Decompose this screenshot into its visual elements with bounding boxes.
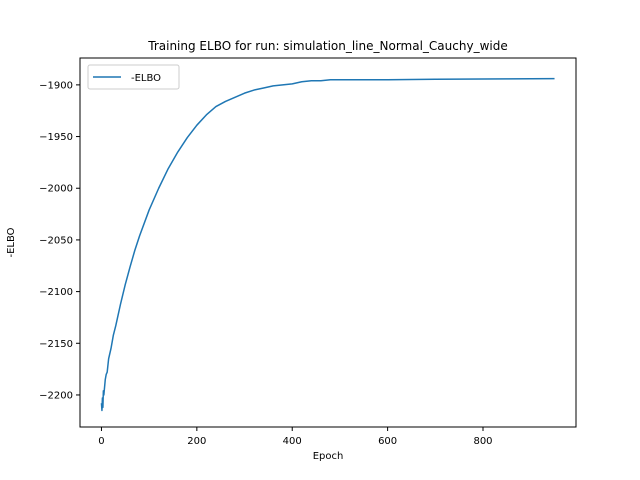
legend-entry: -ELBO [131, 73, 161, 84]
y-tick-label: −1950 [39, 132, 73, 143]
legend: -ELBO [87, 64, 180, 90]
y-tick-label: −2050 [39, 235, 73, 246]
y-axis-label: -ELBO [6, 227, 17, 257]
y-tick-label: −2150 [39, 339, 73, 350]
x-axis: 0 200 400 600 800 [98, 427, 493, 447]
y-tick-label: −2200 [39, 390, 73, 401]
chart-title: Training ELBO for run: simulation_line_N… [147, 39, 507, 53]
plot-layer [100, 77, 555, 412]
x-tick-label: 200 [187, 436, 206, 447]
x-tick-label: 600 [378, 436, 397, 447]
y-axis: −2200 −2150 −2100 −2050 −2000 −1950 −1900 [39, 80, 80, 401]
x-tick-label: 800 [473, 436, 492, 447]
x-tick-label: 0 [98, 436, 104, 447]
axes-frame [79, 57, 577, 428]
y-tick-label: −1900 [39, 80, 73, 91]
y-tick-label: −2100 [39, 287, 73, 298]
legend-box [87, 64, 180, 90]
y-tick-label: −2000 [39, 184, 73, 195]
x-axis-label: Epoch [313, 451, 344, 462]
series-line-0 [100, 77, 555, 412]
x-tick-label: 400 [283, 436, 302, 447]
